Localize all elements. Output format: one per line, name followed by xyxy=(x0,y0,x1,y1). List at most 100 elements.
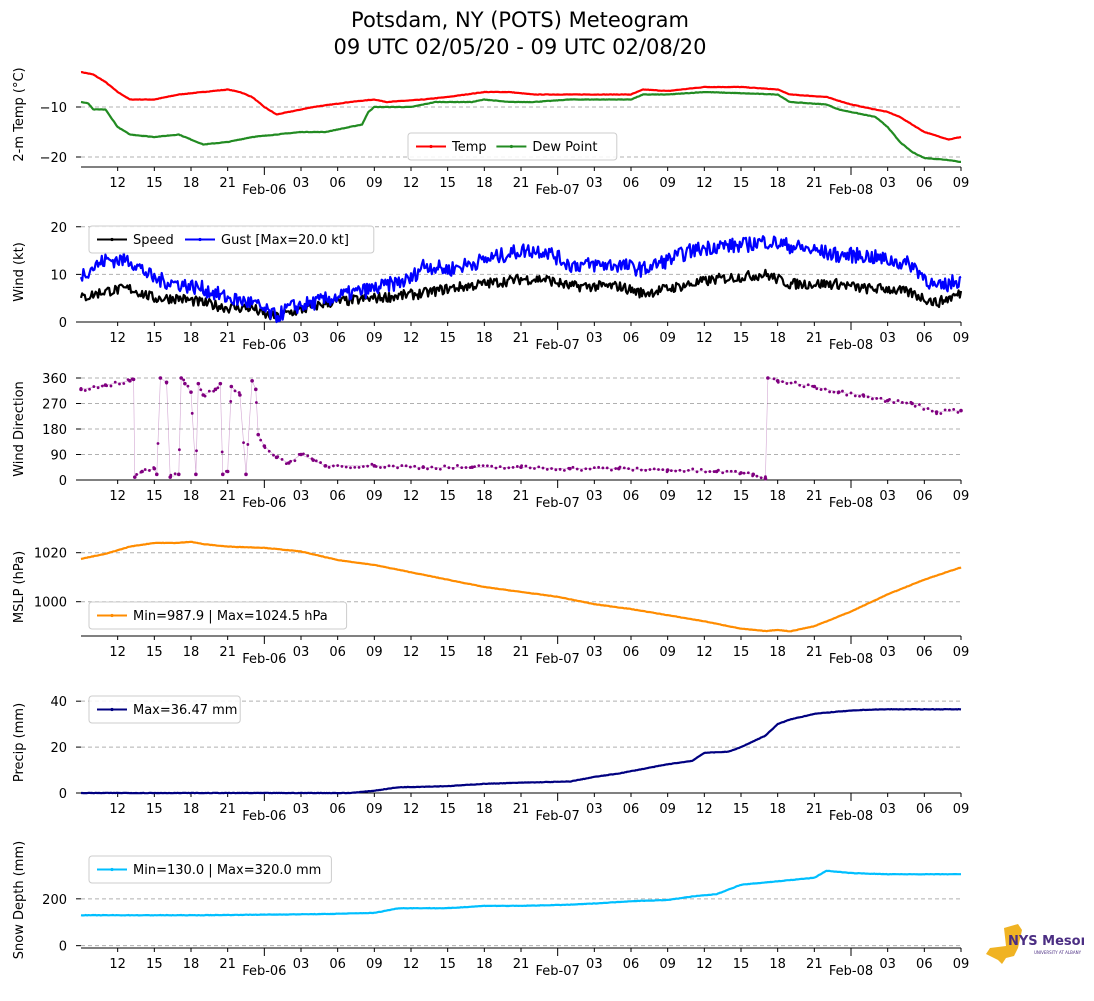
series-direction-point xyxy=(490,464,494,468)
x-tick-label: 21 xyxy=(513,957,530,972)
logo-text: NYS Mesonet xyxy=(1008,934,1084,949)
legend-label: Max=36.47 mm xyxy=(133,703,237,718)
series-direction-point xyxy=(721,471,725,475)
series-direction-point xyxy=(674,469,678,473)
x-tick-label: 12 xyxy=(109,957,126,972)
series-direction-point xyxy=(83,389,87,392)
series-direction-point xyxy=(250,379,254,383)
x-tick-label: 03 xyxy=(293,176,310,191)
series-direction-point xyxy=(340,464,344,468)
x-tick-label: 03 xyxy=(586,176,603,191)
series-direction-point xyxy=(511,465,515,469)
series-direction-point xyxy=(229,400,233,403)
series-direction-point xyxy=(331,464,335,468)
y-axis-label: MSLP (hPa) xyxy=(12,551,27,623)
x-tick-label: 12 xyxy=(403,802,420,817)
series-direction-point xyxy=(336,464,340,467)
series-direction-point xyxy=(379,466,382,469)
series-direction-point xyxy=(858,394,861,398)
series-direction-point xyxy=(764,475,767,479)
x-tick-label: 09 xyxy=(366,489,383,504)
x-tick-label: 09 xyxy=(659,331,676,346)
series-direction-point xyxy=(716,468,720,472)
x-tick-label: 09 xyxy=(366,331,383,346)
x-tick-label: 09 xyxy=(953,645,970,660)
x-tick-label: 21 xyxy=(806,176,823,191)
x-tick-label: 18 xyxy=(769,331,786,346)
x-day-label: Feb-08 xyxy=(829,652,873,667)
series-direction-point xyxy=(169,473,173,477)
series-direction-point xyxy=(383,465,387,469)
series-direction-point xyxy=(635,466,639,470)
x-tick-label: 21 xyxy=(513,331,530,346)
series-direction-point xyxy=(430,465,434,469)
series-min9879-line xyxy=(80,540,962,633)
series-direction-point xyxy=(263,446,267,450)
legend-marker xyxy=(110,237,114,242)
series-dew-line xyxy=(80,91,961,163)
x-tick-label: 15 xyxy=(439,802,456,817)
y-axis-label: Wind Direction xyxy=(12,381,27,477)
series-direction-point xyxy=(687,468,690,472)
series-direction-point xyxy=(182,378,186,382)
x-tick-label: 18 xyxy=(476,176,493,191)
x-tick-label: 18 xyxy=(183,331,200,346)
series-direction-point xyxy=(759,476,763,480)
series-direction-point xyxy=(699,468,703,471)
panel-5: 12 15 18 21 03 06 09 12 15 18 21 03 06 09 12 15 18 21 03 06… xyxy=(12,695,969,824)
x-tick-label: 06 xyxy=(623,489,640,504)
x-tick-label: 06 xyxy=(916,957,933,972)
legend-marker xyxy=(110,707,114,712)
x-tick-label: 03 xyxy=(879,645,896,660)
series-direction-point xyxy=(374,465,378,468)
series-direction-point xyxy=(875,397,879,400)
x-tick-label: 21 xyxy=(806,645,823,660)
legend-marker xyxy=(198,237,202,242)
x-tick-label: 06 xyxy=(329,331,346,346)
series-direction-point xyxy=(605,466,609,470)
y-axis-label: 2-m Temp (°C) xyxy=(12,67,27,161)
series-direction-point xyxy=(896,399,900,402)
series-direction-point xyxy=(592,466,596,469)
x-tick-label: 12 xyxy=(109,645,126,660)
series-direction-point xyxy=(494,466,498,470)
series-direction-point xyxy=(267,449,271,453)
y-axis-label: Wind (kt) xyxy=(12,242,27,302)
series-direction-point xyxy=(179,376,184,380)
series-direction-point xyxy=(657,468,660,471)
x-tick-label: 09 xyxy=(953,331,970,346)
panel-3: 12 15 18 21 03 06 09 12 15 18 21 03 06 09 12 15 18 21 03 06… xyxy=(12,372,969,511)
x-tick-label: 21 xyxy=(219,802,236,817)
series-direction-point xyxy=(314,459,318,463)
x-tick-label: 21 xyxy=(806,957,823,972)
series-direction-point xyxy=(391,464,395,468)
x-tick-label: 06 xyxy=(623,176,640,191)
x-day-label: Feb-07 xyxy=(536,338,580,353)
x-tick-label: 06 xyxy=(916,176,933,191)
series-direction-point xyxy=(738,472,742,476)
series-direction-point xyxy=(203,394,207,398)
x-tick-label: 21 xyxy=(513,802,530,817)
x-tick-label: 21 xyxy=(219,331,236,346)
x-tick-label: 15 xyxy=(439,489,456,504)
x-tick-label: 12 xyxy=(403,489,420,504)
x-tick-label: 09 xyxy=(366,957,383,972)
series-direction-point xyxy=(935,412,938,416)
series-direction-point xyxy=(554,468,558,472)
series-direction-point xyxy=(580,468,583,472)
x-tick-label: 03 xyxy=(293,489,310,504)
x-day-label: Feb-07 xyxy=(536,183,580,198)
series-direction-point xyxy=(900,401,904,404)
y-tick-label: 40 xyxy=(50,695,67,710)
series-direction-point xyxy=(708,470,712,473)
series-direction-point xyxy=(943,408,947,412)
series-direction-point xyxy=(918,403,921,406)
x-day-label: Feb-08 xyxy=(829,809,873,824)
series-direction-point xyxy=(772,377,776,381)
x-tick-label: 18 xyxy=(769,957,786,972)
series-direction-point xyxy=(366,464,370,468)
x-tick-label: 06 xyxy=(329,957,346,972)
series-direction-point xyxy=(622,466,626,470)
y-tick-label: 0 xyxy=(59,787,67,802)
